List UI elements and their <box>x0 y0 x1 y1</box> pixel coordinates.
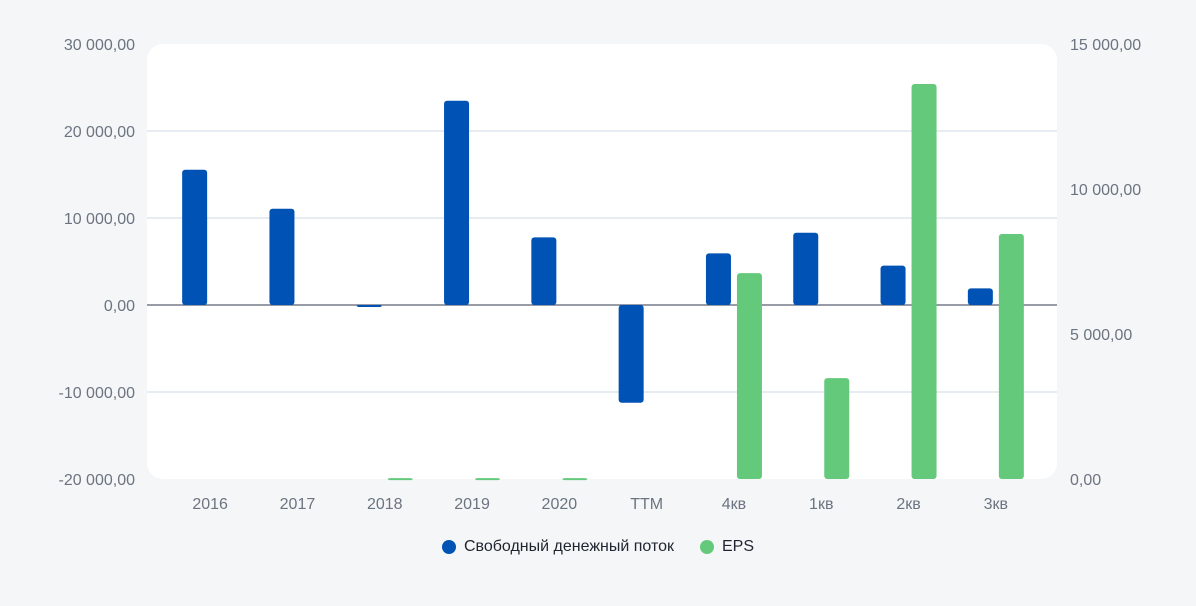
x-axis-tick-label: 2018 <box>367 496 403 513</box>
bar-fcf <box>705 253 731 305</box>
left-axis-tick-label: 0,00 <box>104 298 135 315</box>
plot-area <box>147 44 1057 479</box>
bar-fcf <box>356 305 382 307</box>
left-axis-tick-label: 20 000,00 <box>64 124 135 141</box>
bar-fcf <box>880 265 906 305</box>
bar-fcf <box>531 237 557 305</box>
legend-item-fcf[interactable]: Свободный денежный поток <box>441 538 674 556</box>
legend-marker-fcf <box>441 540 456 554</box>
legend-marker-eps <box>700 540 714 554</box>
x-axis-tick-label: 2020 <box>542 496 578 513</box>
x-axis-tick-label: 1кв <box>809 496 833 513</box>
x-axis-tick-label: TTM <box>630 496 663 513</box>
bar-eps <box>736 273 762 479</box>
bar-fcf <box>793 232 819 305</box>
x-axis-tick-label: 2019 <box>454 496 490 513</box>
x-axis-tick-label: 3кв <box>984 496 1008 513</box>
bar-eps <box>911 84 937 480</box>
right-axis-tick-label: 0,00 <box>1070 472 1101 489</box>
legend: Свободный денежный поток EPS <box>0 538 1196 556</box>
x-axis-tick-label: 4кв <box>722 496 746 513</box>
bar-eps <box>387 478 413 481</box>
right-axis-tick-label: 15 000,00 <box>1070 37 1141 54</box>
left-axis-tick-label: -10 000,00 <box>58 385 135 402</box>
bar-eps <box>562 478 588 481</box>
x-axis-tick-label: 2016 <box>192 496 228 513</box>
bar-fcf <box>444 100 470 305</box>
bar-eps <box>998 233 1024 479</box>
right-axis-tick-label: 10 000,00 <box>1070 182 1141 199</box>
legend-label-fcf: Свободный денежный поток <box>463 538 674 555</box>
left-axis-tick-label: 30 000,00 <box>64 37 135 54</box>
bar-fcf <box>618 305 644 403</box>
legend-label-eps: EPS <box>722 538 755 555</box>
bar-fcf <box>269 208 295 305</box>
bar-eps <box>824 378 850 479</box>
right-axis-tick-label: 5 000,00 <box>1070 327 1132 344</box>
bar-eps <box>475 478 501 481</box>
left-axis-tick-label: 10 000,00 <box>64 211 135 228</box>
bar-fcf <box>967 288 993 305</box>
x-axis-tick-label: 2017 <box>280 496 316 513</box>
bar-fcf <box>182 169 208 305</box>
legend-item-eps[interactable]: EPS <box>700 538 754 556</box>
left-axis-tick-label: -20 000,00 <box>58 472 135 489</box>
x-axis-tick-label: 2кв <box>896 496 920 513</box>
